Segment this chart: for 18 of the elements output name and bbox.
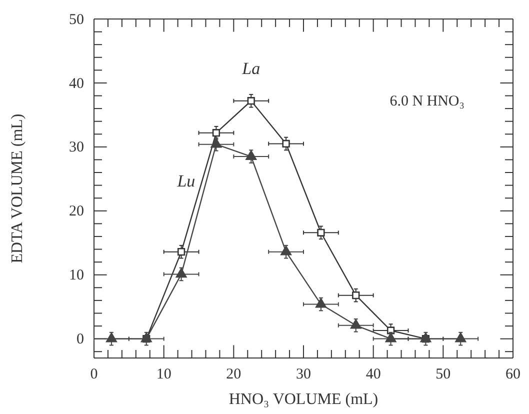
x-tick-label: 30 bbox=[296, 366, 311, 383]
x-tick-label: 60 bbox=[506, 366, 520, 383]
x-tick-label: 20 bbox=[226, 366, 242, 383]
x-tick-label: 40 bbox=[366, 366, 381, 383]
y-tick-label: 40 bbox=[69, 76, 84, 92]
x-axis-title: HNO₃ VOLUME (mL) bbox=[228, 391, 378, 408]
x-tick-label: 10 bbox=[156, 366, 172, 383]
annotation: 6.0 N HNO₃ bbox=[390, 93, 465, 110]
y-axis-title: EDTA VOLUME (mL) bbox=[9, 114, 26, 264]
x-tick-label: 0 bbox=[90, 366, 98, 383]
y-tick-label: 50 bbox=[69, 12, 84, 28]
y-tick-label: 10 bbox=[69, 268, 84, 284]
series-label: La bbox=[241, 58, 260, 78]
x-tick-label: 50 bbox=[436, 366, 451, 383]
y-tick-label: 20 bbox=[69, 204, 84, 220]
y-tick-label: 30 bbox=[69, 140, 84, 156]
series-label: Lu bbox=[176, 171, 196, 190]
y-tick-label: 0 bbox=[76, 332, 84, 348]
